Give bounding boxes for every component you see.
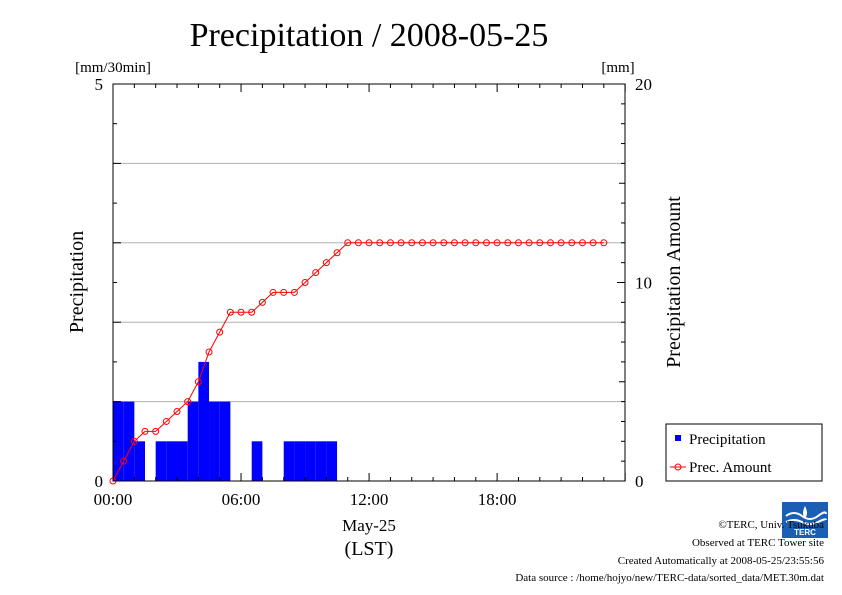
amount-point — [354, 239, 362, 247]
amount-point — [162, 417, 170, 425]
precipitation-bar — [315, 441, 327, 481]
terc-logo: TERC — [782, 502, 828, 538]
amount-point — [440, 239, 448, 247]
amount-point — [493, 239, 501, 247]
legend-precipitation-label: Precipitation — [689, 432, 766, 448]
amount-point — [312, 269, 320, 277]
axis-tick-labels: 0 5 0 10 20 00:00 06:00 12:00 18:00 — [94, 75, 652, 509]
amount-point — [472, 239, 480, 247]
amount-point — [152, 427, 160, 435]
amount-point — [226, 308, 234, 316]
legend: Precipitation Prec. Amount — [665, 423, 823, 482]
precipitation-bar — [134, 441, 146, 481]
amount-point — [290, 288, 298, 296]
amount-point — [546, 239, 554, 247]
amount-point — [365, 239, 373, 247]
amount-point — [514, 239, 522, 247]
amount-point — [216, 328, 224, 336]
amount-point — [589, 239, 597, 247]
amount-point — [205, 348, 213, 356]
left-axis-label: Precipitation — [66, 231, 88, 333]
left-tick-label: 0 — [95, 472, 104, 491]
precipitation-bar — [187, 401, 199, 481]
amount-point — [461, 239, 469, 247]
precipitation-bar — [155, 441, 167, 481]
amount-point — [578, 239, 586, 247]
amount-point — [120, 457, 128, 465]
amount-line — [109, 239, 608, 485]
right-tick-label: 10 — [635, 274, 652, 293]
right-axis-label: Precipitation Amount — [663, 196, 685, 368]
amount-point — [429, 239, 437, 247]
x-tick-label: 18:00 — [478, 490, 517, 509]
precipitation-bar — [209, 401, 220, 481]
amount-point — [568, 239, 576, 247]
precipitation-bar — [305, 441, 316, 481]
precipitation-bar — [326, 441, 338, 481]
grid-lines — [113, 162, 625, 403]
right-tick-label: 20 — [635, 75, 652, 94]
amount-point — [184, 398, 192, 406]
amount-point — [333, 249, 341, 257]
legend-amount-marker — [674, 463, 682, 471]
footer-source: Data source : /home/hojyo/new/TERC-data/… — [515, 572, 824, 584]
amount-point — [237, 308, 245, 316]
amount-point — [600, 239, 608, 247]
left-tick-label: 5 — [95, 75, 104, 94]
precipitation-bar — [283, 441, 295, 481]
logo-text: TERC — [794, 528, 816, 537]
amount-point — [557, 239, 565, 247]
precipitation-bar — [166, 441, 178, 481]
legend-amount-label: Prec. Amount — [689, 460, 772, 476]
x-tick-label: 00:00 — [94, 490, 133, 509]
amount-point — [525, 239, 533, 247]
amount-point — [322, 259, 330, 267]
amount-point — [376, 239, 384, 247]
axis-ticks — [112, 83, 626, 482]
precipitation-bar — [219, 401, 231, 481]
footer-site: Observed at TERC Tower site — [691, 537, 824, 549]
right-unit-label: [mm] — [601, 60, 634, 76]
amount-point — [397, 239, 405, 247]
amount-point — [130, 437, 138, 445]
left-unit-label: [mm/30min] — [75, 60, 151, 76]
precipitation-bar — [123, 401, 135, 481]
precipitation-bars — [113, 361, 338, 481]
amount-point — [450, 239, 458, 247]
amount-point — [386, 239, 394, 247]
legend-precipitation-swatch — [675, 435, 681, 441]
amount-point — [269, 288, 277, 296]
amount-point — [344, 239, 352, 247]
amount-point — [301, 279, 309, 286]
precipitation-bar — [113, 401, 124, 481]
x-tick-label: 12:00 — [350, 490, 389, 509]
precipitation-bar — [251, 441, 263, 481]
amount-point — [408, 239, 416, 247]
amount-point — [482, 239, 490, 247]
amount-point — [173, 408, 181, 416]
amount-point — [194, 378, 202, 386]
footer-copyright: ©TERC, Univ. Tsukuba — [718, 519, 824, 531]
amount-point — [248, 308, 256, 316]
amount-polyline — [112, 242, 604, 482]
amount-point — [258, 298, 266, 306]
precipitation-bar — [198, 361, 210, 481]
amount-point — [141, 427, 149, 435]
legend-box — [665, 423, 823, 482]
x-axis-date-label: May-25 — [342, 516, 396, 535]
amount-point — [418, 239, 426, 247]
right-tick-label: 0 — [635, 472, 644, 491]
x-tick-label: 06:00 — [222, 490, 261, 509]
amount-point — [536, 239, 544, 247]
amount-point — [280, 288, 288, 296]
precipitation-bar — [177, 441, 188, 481]
x-axis-zone-label: (LST) — [345, 538, 394, 560]
amount-point — [504, 239, 512, 247]
chart-title: Precipitation / 2008-05-25 — [190, 17, 549, 54]
precipitation-bar — [294, 441, 306, 481]
footer-created: Created Automatically at 2008-05-25/23:5… — [617, 555, 824, 567]
